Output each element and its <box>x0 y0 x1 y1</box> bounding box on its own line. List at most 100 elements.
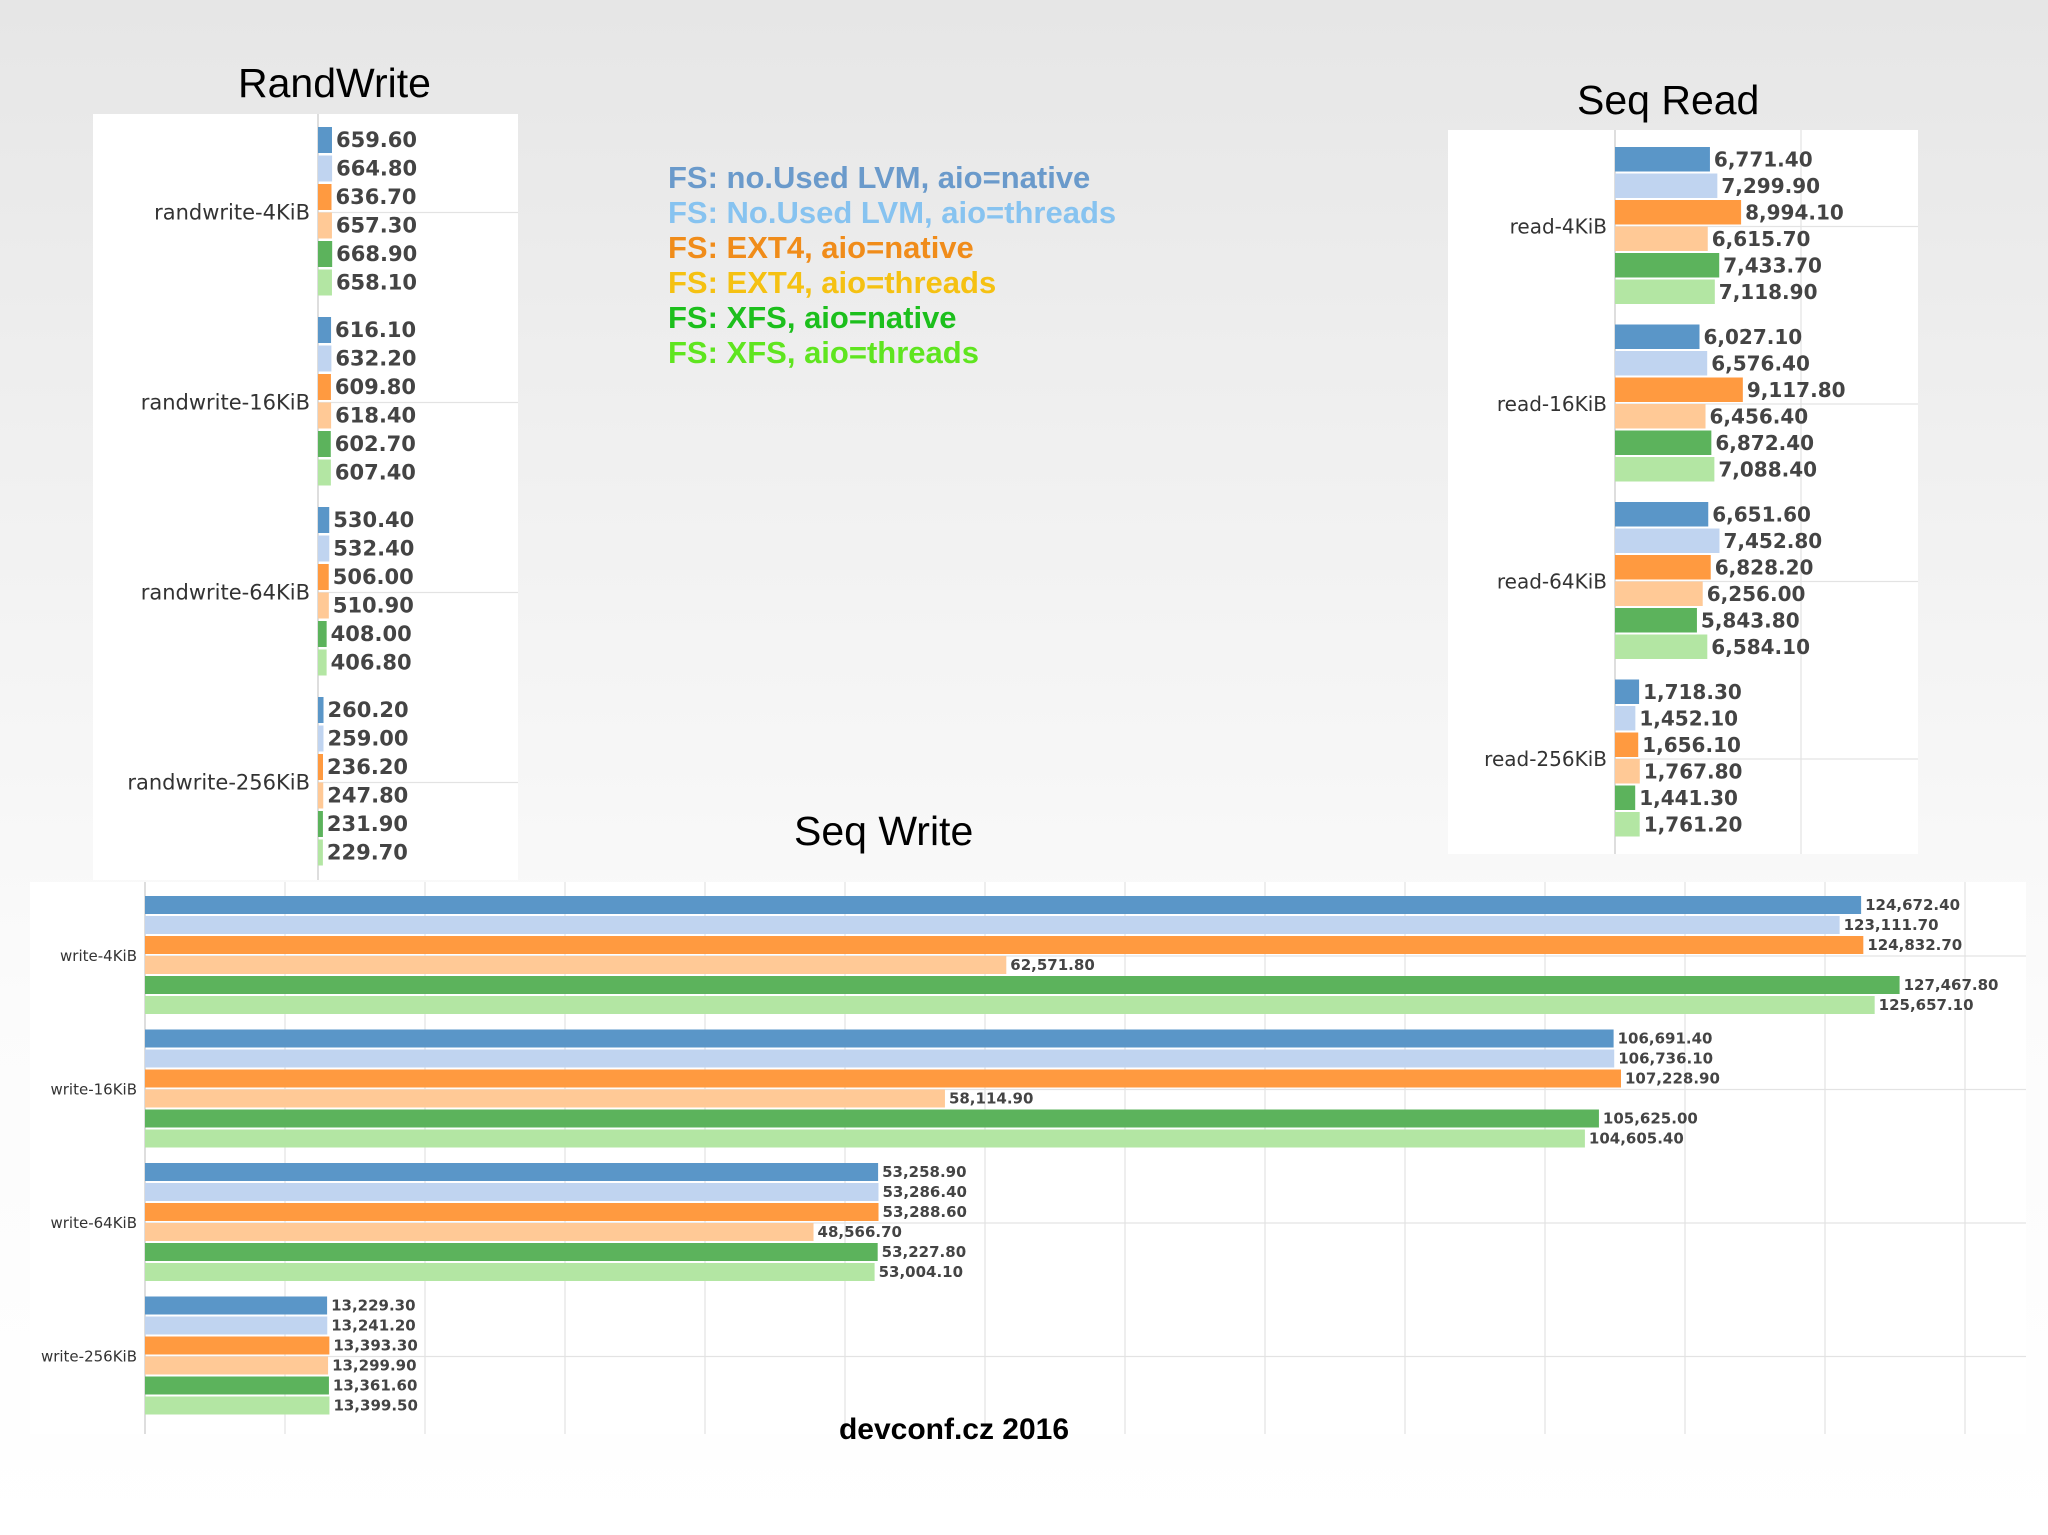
data-label: 6,576.40 <box>1711 351 1810 375</box>
randwrite-chart-title: RandWrite <box>238 60 431 106</box>
bar <box>318 431 331 457</box>
plot-background <box>93 114 518 880</box>
bar <box>145 996 1875 1014</box>
category-label: read-256KiB <box>1484 747 1607 771</box>
data-label: 259.00 <box>327 727 408 751</box>
bar <box>1615 608 1697 633</box>
legend-item-xfs-native: FS: XFS, aio=native <box>668 300 957 335</box>
data-label: 13,399.50 <box>333 1397 417 1415</box>
data-label: 657.30 <box>336 214 417 238</box>
bar <box>1615 785 1636 810</box>
data-label: 668.90 <box>336 242 417 266</box>
category-label: randwrite-256KiB <box>127 771 310 795</box>
bar <box>318 345 332 372</box>
data-label: 106,736.10 <box>1618 1050 1713 1068</box>
data-label: 658.10 <box>336 271 417 295</box>
data-label: 6,456.40 <box>1710 404 1809 428</box>
legend-item-xfs-threads: FS: XFS, aio=threads <box>668 335 979 370</box>
bar <box>145 956 1007 974</box>
legend-item-lvm-native: FS: no.Used LVM, aio=native <box>668 160 1091 195</box>
data-label: 6,256.00 <box>1707 582 1806 606</box>
bar <box>1615 430 1712 455</box>
bar <box>318 155 333 182</box>
data-label: 124,832.70 <box>1867 936 1962 954</box>
data-label: 1,656.10 <box>1642 733 1741 757</box>
bar <box>145 1223 814 1241</box>
category-label: write-256KiB <box>41 1348 137 1366</box>
category-label: read-64KiB <box>1497 570 1607 594</box>
category-label: write-64KiB <box>50 1214 137 1232</box>
category-label: randwrite-4KiB <box>154 201 310 225</box>
bar <box>145 1263 875 1281</box>
bar <box>318 621 327 647</box>
data-label: 609.80 <box>335 375 416 399</box>
bar <box>318 212 332 239</box>
bar <box>145 936 1864 954</box>
footer-caption: devconf.cz 2016 <box>838 1413 1070 1446</box>
bar <box>318 507 330 533</box>
bar <box>318 649 327 676</box>
bar <box>318 697 324 723</box>
bar <box>318 269 332 296</box>
bar <box>1615 581 1703 606</box>
data-label: 1,718.30 <box>1643 680 1742 704</box>
data-label: 53,288.60 <box>883 1203 967 1221</box>
data-label: 510.90 <box>333 594 414 618</box>
seqread-chart-title: Seq Read <box>1577 77 1760 123</box>
data-label: 53,227.80 <box>882 1243 966 1261</box>
seqwrite-chart: write-4KiB 124,672.40 123,111.70 124,832.70… <box>30 882 2026 1434</box>
bar <box>145 916 1840 934</box>
bar <box>145 1183 879 1201</box>
data-label: 5,843.80 <box>1701 608 1800 632</box>
bar <box>1615 759 1640 784</box>
data-label: 247.80 <box>327 784 408 808</box>
bar <box>145 1089 945 1108</box>
data-label: 6,771.40 <box>1714 147 1813 171</box>
data-label: 13,299.90 <box>332 1357 416 1375</box>
data-label: 231.90 <box>327 812 408 836</box>
data-label: 6,828.20 <box>1715 555 1814 579</box>
bar <box>145 1356 329 1375</box>
bar <box>318 184 332 210</box>
bar <box>1615 377 1743 402</box>
bar <box>1615 457 1715 482</box>
bar <box>1615 351 1708 376</box>
data-label: 104,605.40 <box>1589 1130 1684 1148</box>
legend-item-lvm-threads: FS: No.Used LVM, aio=threads <box>668 195 1117 230</box>
bar <box>1615 528 1720 553</box>
data-label: 6,615.70 <box>1712 227 1811 251</box>
bar <box>1615 324 1700 349</box>
data-label: 1,452.10 <box>1639 706 1738 730</box>
bar <box>1615 634 1708 659</box>
data-label: 260.20 <box>328 698 409 722</box>
bar <box>318 564 329 590</box>
bar <box>145 1316 328 1335</box>
bar <box>145 1376 329 1395</box>
bar <box>145 1396 330 1415</box>
data-label: 664.80 <box>336 157 417 181</box>
bar <box>318 839 323 866</box>
bar <box>318 811 323 837</box>
data-label: 6,872.40 <box>1715 431 1814 455</box>
category-label: read-4KiB <box>1510 215 1607 239</box>
bar <box>318 317 332 343</box>
data-label: 659.60 <box>336 128 417 152</box>
bar <box>1615 173 1718 198</box>
bar <box>145 1069 1622 1088</box>
bar <box>145 1203 879 1221</box>
category-label: randwrite-16KiB <box>141 391 310 415</box>
data-label: 406.80 <box>331 651 412 675</box>
category-label: read-16KiB <box>1497 392 1607 416</box>
data-label: 106,691.40 <box>1618 1030 1713 1048</box>
data-label: 602.70 <box>335 432 416 456</box>
data-label: 53,004.10 <box>879 1263 963 1281</box>
bar <box>318 241 333 267</box>
data-label: 53,286.40 <box>882 1183 966 1201</box>
bar <box>1615 679 1640 704</box>
data-label: 408.00 <box>331 622 412 646</box>
category-label: randwrite-64KiB <box>141 581 310 605</box>
bar <box>145 1049 1615 1068</box>
data-label: 236.20 <box>327 755 408 779</box>
bar <box>145 896 1862 914</box>
bar <box>318 127 332 153</box>
